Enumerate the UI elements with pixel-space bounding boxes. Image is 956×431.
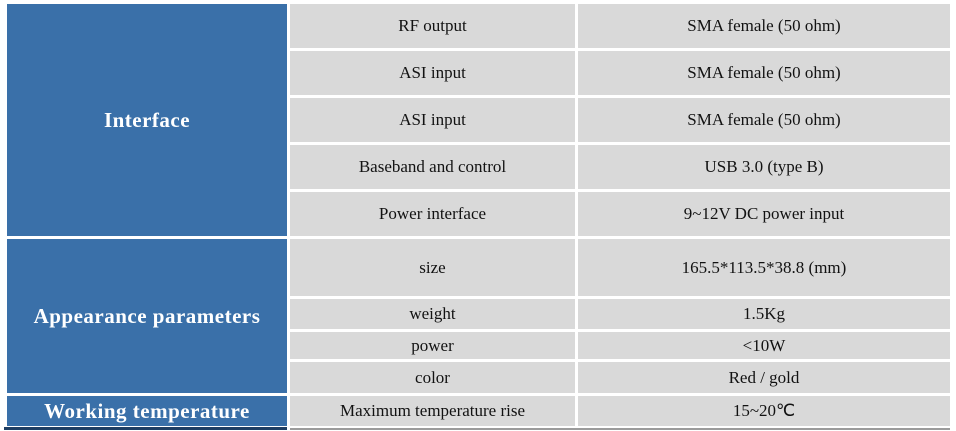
table-bottom-edge-right <box>290 428 950 430</box>
param-value-cell: Red / gold <box>578 362 950 393</box>
param-value-cell: 1.5Kg <box>578 299 950 329</box>
param-label-cell: RF output <box>290 4 575 48</box>
table-row: power <10W <box>7 332 950 359</box>
section-header-appearance: Appearance parameters <box>7 239 287 393</box>
table-row: Baseband and control USB 3.0 (type B) <box>7 145 950 189</box>
param-label-cell: ASI input <box>290 51 575 95</box>
param-label-cell: weight <box>290 299 575 329</box>
param-value-cell: SMA female (50 ohm) <box>578 4 950 48</box>
param-label-cell: color <box>290 362 575 393</box>
param-value-cell: SMA female (50 ohm) <box>578 51 950 95</box>
table-row: Power interface 9~12V DC power input <box>7 192 950 236</box>
section-header-working-temperature: Working temperature <box>7 396 287 426</box>
section-header-interface: Interface <box>7 4 287 236</box>
table-row: ASI input SMA female (50 ohm) <box>7 51 950 95</box>
param-label-cell: Baseband and control <box>290 145 575 189</box>
param-label-cell: power <box>290 332 575 359</box>
table-bottom-edge-left <box>4 427 287 430</box>
param-value-cell: 9~12V DC power input <box>578 192 950 236</box>
param-label-cell: ASI input <box>290 98 575 142</box>
table-row: Working temperature Maximum temperature … <box>7 396 950 426</box>
table-row: ASI input SMA female (50 ohm) <box>7 98 950 142</box>
table-row: Interface RF output SMA female (50 ohm) <box>7 4 950 236</box>
param-label-cell: Maximum temperature rise <box>290 396 575 426</box>
param-value-cell: 165.5*113.5*38.8 (mm) <box>578 239 950 296</box>
param-value-cell: 15~20℃ <box>578 396 950 426</box>
param-label-cell: Power interface <box>290 192 575 236</box>
param-value-cell: SMA female (50 ohm) <box>578 98 950 142</box>
table-row: Appearance parameters size 165.5*113.5*3… <box>7 239 950 393</box>
table-row: weight 1.5Kg <box>7 299 950 329</box>
spec-table: Interface RF output SMA female (50 ohm) … <box>4 1 953 429</box>
param-value-cell: USB 3.0 (type B) <box>578 145 950 189</box>
table-row: color Red / gold <box>7 362 950 393</box>
param-label-cell: size <box>290 239 575 296</box>
param-value-cell: <10W <box>578 332 950 359</box>
